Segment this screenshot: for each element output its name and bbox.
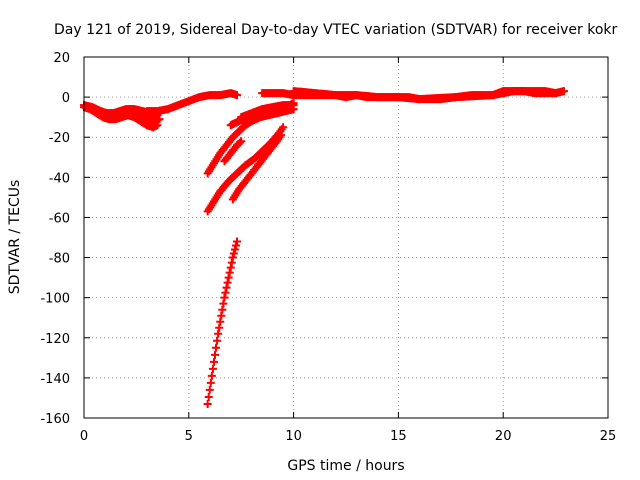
data-point [279, 123, 288, 132]
data-point [206, 378, 215, 387]
series-track-f [289, 87, 560, 104]
x-tick-label: 0 [80, 429, 88, 444]
data-point [235, 138, 244, 147]
data-point [289, 101, 298, 110]
series-track-i [237, 101, 298, 122]
data-point [277, 131, 286, 140]
series-track-j [203, 123, 288, 216]
x-tick-label: 25 [600, 429, 617, 444]
data-point [204, 392, 213, 401]
data-point [155, 115, 164, 124]
y-tick-label: -160 [40, 412, 70, 427]
y-tick-label: -140 [40, 372, 70, 387]
data-point [215, 323, 224, 332]
series-track-c [90, 107, 164, 126]
y-tick-label: -80 [49, 252, 70, 267]
data-point [551, 89, 560, 98]
data-point [212, 343, 221, 352]
y-tick-label: -60 [49, 211, 70, 226]
data-point [213, 336, 222, 345]
data-point [219, 299, 228, 308]
data-point [227, 258, 236, 267]
data-point [217, 311, 226, 320]
data-point [205, 385, 214, 394]
data-point [224, 273, 233, 282]
data-point [216, 317, 225, 326]
data-series [80, 87, 568, 408]
data-point [233, 91, 242, 100]
y-tick-label: -20 [49, 131, 70, 146]
data-point [230, 245, 239, 254]
x-tick-label: 20 [495, 429, 512, 444]
x-axis-label: GPS time / hours [287, 458, 404, 474]
y-tick-label: -120 [40, 332, 70, 347]
series-track-k [220, 137, 246, 166]
grid [84, 57, 608, 418]
y-tick-label: 0 [62, 91, 70, 106]
data-point [220, 293, 229, 302]
data-point [221, 288, 230, 297]
data-point [223, 278, 232, 287]
data-point [233, 237, 242, 246]
chart-title: Day 121 of 2019, Sidereal Day-to-day VTE… [54, 22, 617, 38]
x-tick-label: 10 [285, 429, 302, 444]
y-tick-label: -40 [49, 171, 70, 186]
data-point [226, 263, 235, 272]
data-point [229, 249, 238, 258]
data-point [225, 268, 234, 277]
series-track-d [142, 89, 242, 116]
data-point [231, 241, 240, 250]
plot-frame [83, 56, 609, 419]
data-point [207, 371, 216, 380]
data-point [559, 87, 568, 96]
series-track-m [203, 237, 242, 408]
y-axis-label: SDTVAR / TECUs [7, 180, 23, 295]
data-point [203, 399, 212, 408]
y-tick-label: -100 [40, 292, 70, 307]
x-tick-label: 5 [185, 429, 193, 444]
data-point [208, 364, 217, 373]
axis-ticks: 0 5 10 15 20 25 -160 -140 -120 -100 -80 -60 -40 -20 0 2… [40, 51, 616, 444]
series-track-l [228, 131, 286, 204]
data-point [222, 283, 231, 292]
x-tick-label: 15 [390, 429, 407, 444]
data-point [237, 137, 246, 146]
data-point [209, 357, 218, 366]
data-point [214, 329, 223, 338]
data-point [211, 350, 219, 359]
data-point [218, 305, 227, 314]
data-point [228, 253, 237, 262]
y-tick-label: 20 [53, 51, 70, 66]
